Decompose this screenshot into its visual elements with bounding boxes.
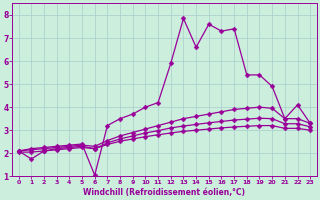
X-axis label: Windchill (Refroidissement éolien,°C): Windchill (Refroidissement éolien,°C) [84, 188, 245, 197]
